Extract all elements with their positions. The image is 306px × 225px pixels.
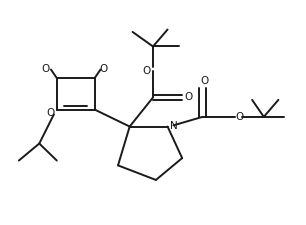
Text: O: O [46,107,54,117]
Text: O: O [200,76,208,86]
Text: O: O [143,65,151,75]
Text: O: O [99,64,108,74]
Text: N: N [170,121,178,131]
Text: O: O [235,111,244,121]
Text: O: O [185,92,193,102]
Text: O: O [41,64,49,74]
